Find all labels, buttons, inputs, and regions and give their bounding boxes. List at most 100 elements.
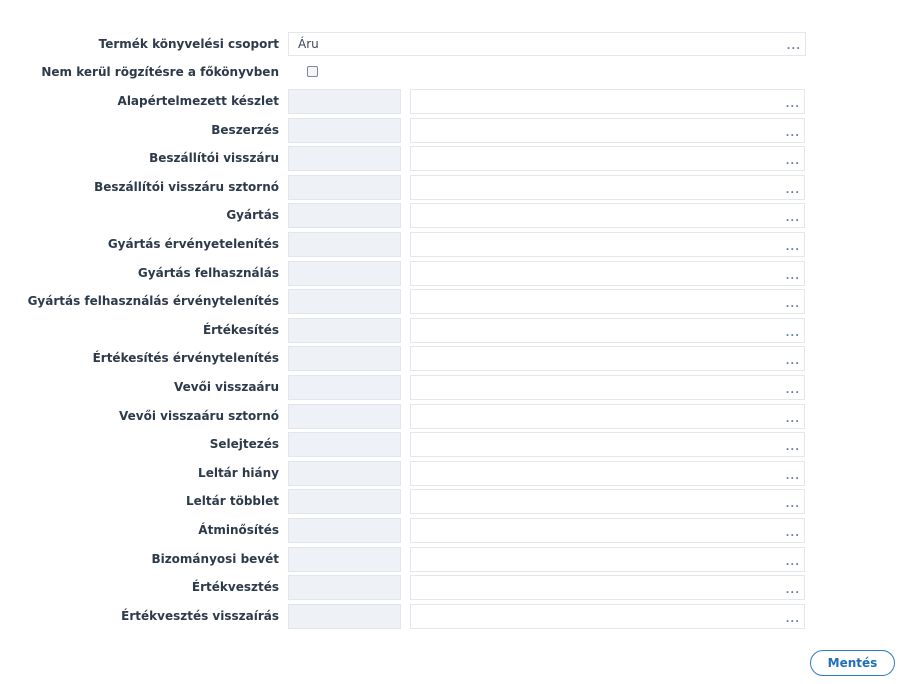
more-dots-icon[interactable]: ... bbox=[785, 242, 800, 253]
account-row-label: Alapértelmezett készlet bbox=[117, 94, 279, 108]
account-description-field[interactable]: ... bbox=[410, 89, 805, 114]
account-code-field[interactable] bbox=[288, 117, 401, 143]
account-code-field[interactable] bbox=[288, 203, 401, 229]
account-row: Bizományosi bevét... bbox=[0, 546, 900, 572]
account-row: Alapértelmezett készlet... bbox=[0, 89, 900, 114]
account-row-label: Vevői visszaáru bbox=[174, 380, 279, 394]
account-row-label: Értékesítés bbox=[202, 322, 279, 337]
account-row: Gyártás érvényetelenítés... bbox=[0, 232, 900, 257]
save-button[interactable]: Mentés bbox=[810, 650, 895, 676]
more-dots-icon[interactable]: ... bbox=[785, 442, 800, 454]
account-description-field[interactable]: ... bbox=[410, 117, 805, 143]
account-code-field[interactable] bbox=[288, 89, 401, 114]
account-description-field[interactable]: ... bbox=[410, 575, 805, 601]
more-dots-icon[interactable]: ... bbox=[785, 270, 800, 282]
account-description-field[interactable]: ... bbox=[410, 546, 805, 572]
account-row-label: Átminősítés bbox=[198, 523, 279, 537]
account-description-field[interactable]: ... bbox=[410, 603, 805, 629]
account-code-field[interactable] bbox=[288, 432, 401, 458]
account-code-field[interactable] bbox=[288, 317, 401, 343]
account-code-field[interactable] bbox=[288, 603, 401, 629]
account-row: Leltár hiány... bbox=[0, 460, 900, 486]
product-accounting-group-label: Termék könyvelési csoport bbox=[98, 37, 279, 51]
account-code-field[interactable] bbox=[288, 489, 401, 515]
more-dots-icon[interactable]: ... bbox=[785, 385, 800, 396]
account-code-field[interactable] bbox=[288, 174, 401, 200]
account-row: Átminősítés... bbox=[0, 518, 900, 543]
account-description-field[interactable]: ... bbox=[410, 403, 805, 429]
account-row-label: Gyártás felhasználás bbox=[137, 265, 279, 280]
account-row-label: Értékvesztés visszaírás bbox=[121, 608, 279, 623]
account-code-field[interactable] bbox=[288, 518, 401, 543]
more-dots-icon[interactable]: ... bbox=[785, 585, 800, 597]
account-description-field[interactable]: ... bbox=[410, 460, 805, 486]
account-code-field[interactable] bbox=[288, 232, 401, 257]
account-description-field[interactable]: ... bbox=[410, 289, 805, 315]
account-row-label: Selejtezés bbox=[209, 437, 279, 452]
account-code-field[interactable] bbox=[288, 260, 401, 286]
account-row-label: Vevői visszaáru sztornó bbox=[119, 408, 279, 423]
more-dots-icon[interactable]: ... bbox=[785, 413, 800, 425]
product-accounting-group-field[interactable]: Áru ... bbox=[288, 32, 806, 56]
account-description-field[interactable]: ... bbox=[410, 260, 805, 286]
account-row-label: Értékvesztés bbox=[191, 580, 279, 595]
account-description-field[interactable]: ... bbox=[410, 146, 805, 172]
account-row: Leltár többlet... bbox=[0, 489, 900, 515]
account-row: Gyártás... bbox=[0, 203, 900, 229]
more-dots-icon[interactable]: ... bbox=[785, 213, 800, 225]
account-description-field[interactable]: ... bbox=[410, 432, 805, 458]
account-description-field[interactable]: ... bbox=[410, 232, 805, 257]
account-description-field[interactable]: ... bbox=[410, 203, 805, 229]
account-description-field[interactable]: ... bbox=[410, 174, 805, 200]
more-dots-icon[interactable]: ... bbox=[785, 184, 800, 196]
account-code-field[interactable] bbox=[288, 546, 401, 572]
account-row: Selejtezés... bbox=[0, 432, 900, 458]
not-posted-row: Nem kerül rögzítésre a főkönyvben bbox=[0, 60, 900, 84]
account-row-label: Beszerzés bbox=[211, 122, 279, 137]
account-row: Gyártás felhasználás... bbox=[0, 260, 900, 286]
account-row: Beszállítói visszáru sztornó... bbox=[0, 174, 900, 200]
not-posted-checkbox[interactable] bbox=[307, 66, 318, 77]
account-description-field[interactable]: ... bbox=[410, 375, 805, 400]
account-code-field[interactable] bbox=[288, 146, 401, 172]
more-dots-icon[interactable]: ... bbox=[785, 470, 800, 482]
more-dots-icon[interactable]: ... bbox=[785, 356, 800, 368]
account-row: Értékesítés érvénytelenítés... bbox=[0, 346, 900, 372]
account-code-field[interactable] bbox=[288, 460, 401, 486]
account-code-field[interactable] bbox=[288, 403, 401, 429]
more-dots-icon[interactable]: ... bbox=[785, 327, 800, 339]
account-row-label: Gyártás felhasználás érvénytelenítés bbox=[27, 294, 279, 309]
account-code-field[interactable] bbox=[288, 575, 401, 601]
account-code-field[interactable] bbox=[288, 346, 401, 372]
more-dots-icon[interactable]: ... bbox=[785, 556, 800, 568]
account-description-field[interactable]: ... bbox=[410, 489, 805, 515]
account-code-field[interactable] bbox=[288, 375, 401, 400]
account-row-label: Beszállítói visszáru bbox=[149, 151, 279, 166]
account-row-label: Értékesítés érvénytelenítés bbox=[92, 351, 279, 366]
account-row: Értékvesztés visszaírás... bbox=[0, 603, 900, 629]
account-row-label: Gyártás bbox=[226, 208, 279, 223]
account-row: Vevői visszaáru... bbox=[0, 375, 900, 400]
account-row-label: Leltár hiány bbox=[198, 465, 279, 480]
more-dots-icon[interactable]: ... bbox=[785, 528, 800, 539]
account-row-label: Beszállítói visszáru sztornó bbox=[94, 179, 279, 194]
account-row: Vevői visszaáru sztornó... bbox=[0, 403, 900, 429]
account-code-field[interactable] bbox=[288, 289, 401, 315]
account-row: Gyártás felhasználás érvénytelenítés... bbox=[0, 289, 900, 315]
more-dots-icon[interactable]: ... bbox=[785, 299, 800, 311]
account-description-field[interactable]: ... bbox=[410, 346, 805, 372]
more-dots-icon[interactable]: ... bbox=[786, 41, 801, 52]
more-dots-icon[interactable]: ... bbox=[785, 99, 800, 110]
more-dots-icon[interactable]: ... bbox=[785, 499, 800, 511]
more-dots-icon[interactable]: ... bbox=[785, 613, 800, 625]
account-description-field[interactable]: ... bbox=[410, 317, 805, 343]
account-row-label: Bizományosi bevét bbox=[151, 551, 279, 566]
more-dots-icon[interactable]: ... bbox=[785, 127, 800, 139]
account-row: Beszerzés... bbox=[0, 117, 900, 143]
account-row: Beszállítói visszáru... bbox=[0, 146, 900, 172]
account-description-field[interactable]: ... bbox=[410, 518, 805, 543]
not-posted-label: Nem kerül rögzítésre a főkönyvben bbox=[41, 65, 279, 79]
more-dots-icon[interactable]: ... bbox=[785, 156, 800, 168]
account-row-label: Gyártás érvényetelenítés bbox=[107, 237, 279, 251]
